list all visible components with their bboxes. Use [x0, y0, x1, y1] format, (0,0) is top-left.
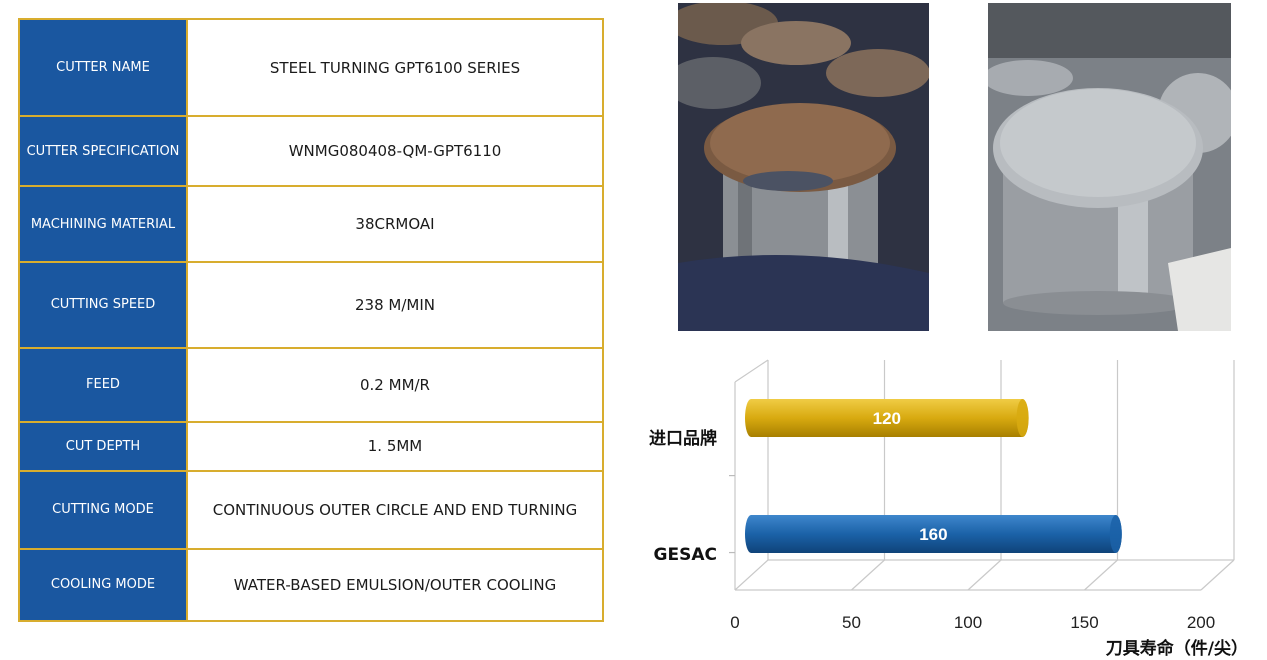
- gridline-floor: [851, 559, 885, 591]
- x-tick-label: 50: [842, 613, 861, 632]
- bar-gesac: [745, 515, 1122, 553]
- spec-label: CUTTING SPEED: [18, 261, 188, 349]
- spec-row: CUTTING MODE CONTINUOUS OUTER CIRCLE AND …: [18, 469, 604, 550]
- bar-end-cap: [1109, 515, 1122, 553]
- x-tick-label: 150: [1070, 613, 1098, 632]
- category-label: GESAC: [654, 545, 717, 565]
- spec-table: CUTTER NAME STEEL TURNING GPT6100 SERIES C…: [18, 17, 604, 623]
- spec-value: 1. 5MM: [186, 420, 604, 472]
- category-label: 进口品牌: [649, 428, 717, 449]
- spec-row: CUTTER NAME STEEL TURNING GPT6100 SERIES: [18, 17, 604, 118]
- gridline-floor: [967, 559, 1002, 591]
- spec-label: CUTTER SPECIFICATION: [18, 115, 188, 188]
- spec-value: CONTINUOUS OUTER CIRCLE AND END TURNING: [186, 469, 604, 550]
- spec-value: WNMG080408-QM-GPT6110: [186, 115, 604, 188]
- spec-row: FEED 0.2 MM/R: [18, 346, 604, 423]
- spec-value: 38CRMOAI: [186, 185, 604, 264]
- bar-imported-brand: [745, 399, 1029, 437]
- x-tick-label: 0: [730, 613, 739, 632]
- gridline-floor: [1200, 559, 1235, 591]
- spec-value: 0.2 MM/R: [186, 346, 604, 423]
- spec-row: CUT DEPTH 1. 5MM: [18, 420, 604, 472]
- gridline-floor: [734, 559, 769, 591]
- spec-value: 238 M/MIN: [186, 261, 604, 349]
- spec-label: MACHINING MATERIAL: [18, 185, 188, 264]
- spec-label: CUTTER NAME: [18, 17, 188, 118]
- tool-life-chart: 0 50 100 150 200 120 进口品牌 160 GESAC 刀具寿命（件/尖）: [649, 359, 1248, 658]
- spec-label: COOLING MODE: [18, 547, 188, 623]
- spec-row: CUTTING SPEED 238 M/MIN: [18, 261, 604, 349]
- workpiece-photo-right: [988, 3, 1231, 331]
- spec-row: CUTTER SPECIFICATION WNMG080408-QM-GPT611…: [18, 115, 604, 188]
- left-axis-top: [734, 359, 769, 383]
- spec-label: CUT DEPTH: [18, 420, 188, 472]
- x-tick-label: 100: [954, 613, 982, 632]
- workpiece-photo-left: [678, 3, 929, 331]
- spec-label: CUTTING MODE: [18, 469, 188, 550]
- data-label: 160: [919, 525, 947, 544]
- gridline-floor: [1084, 559, 1118, 591]
- spec-value: WATER-BASED EMULSION/OUTER COOLING: [186, 547, 604, 623]
- data-label: 120: [873, 409, 901, 428]
- spec-row: MACHINING MATERIAL 38CRMOAI: [18, 185, 604, 264]
- x-tick-label: 200: [1187, 613, 1215, 632]
- spec-value: STEEL TURNING GPT6100 SERIES: [186, 17, 604, 118]
- spec-row: COOLING MODE WATER-BASED EMULSION/OUTER C…: [18, 547, 604, 623]
- spec-label: FEED: [18, 346, 188, 423]
- bar-end-cap: [1016, 399, 1029, 437]
- x-axis-title: 刀具寿命（件/尖）: [1106, 638, 1248, 658]
